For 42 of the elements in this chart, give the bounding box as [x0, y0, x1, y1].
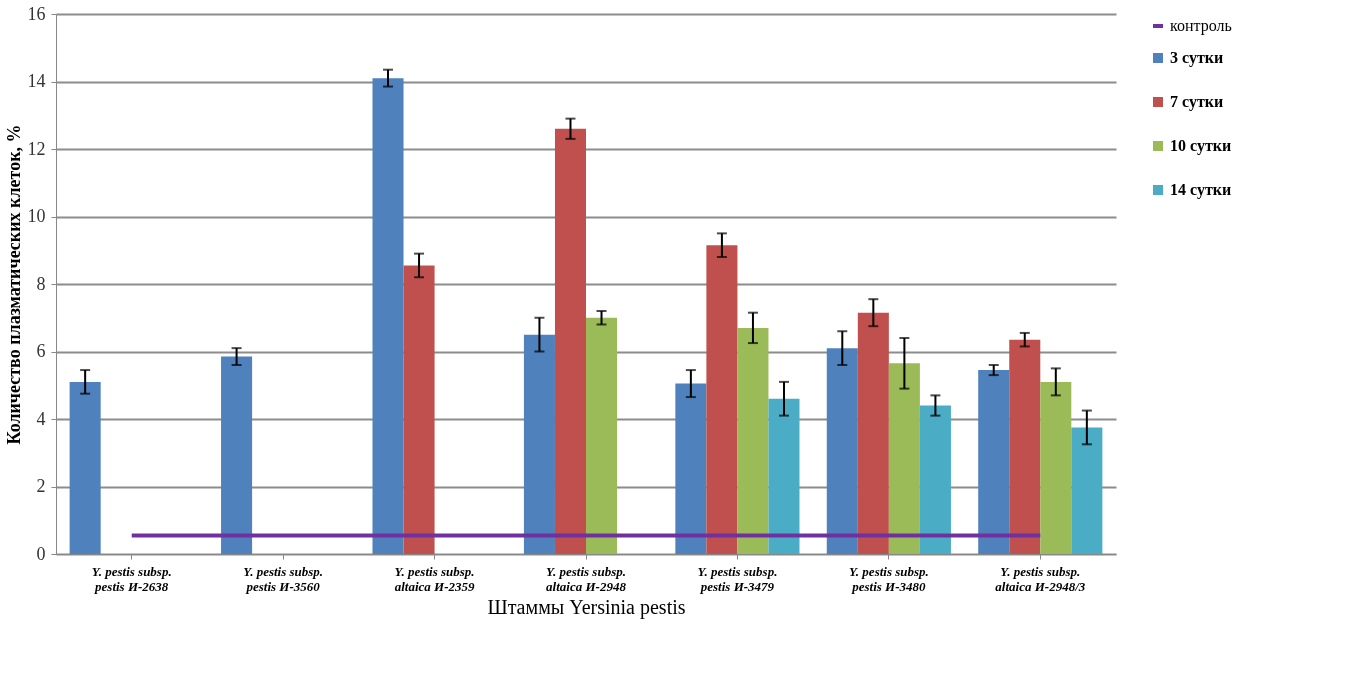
- bar: [523, 334, 555, 554]
- bar: [1040, 381, 1072, 554]
- bar: [403, 265, 435, 554]
- y-tick-label: 10: [27, 206, 46, 226]
- bar: [372, 78, 404, 554]
- y-axis-title: Количество плазматических клеток, %: [3, 124, 24, 445]
- bar: [919, 405, 951, 554]
- legend-label: 10 сутки: [1170, 137, 1232, 155]
- x-tick-label: Y. pestis subsp. pestis И-3560: [243, 563, 324, 594]
- bar: [586, 317, 618, 554]
- bar: [768, 398, 800, 554]
- x-axis-title: Штаммы Yersinia pestis: [487, 595, 686, 619]
- x-tick-label: Y. pestis subsp. altaica И-2359: [394, 563, 475, 594]
- bar: [888, 363, 920, 554]
- legend-label: контроль: [1170, 17, 1232, 35]
- legend-label: 14 сутки: [1170, 181, 1232, 199]
- y-tick-label: 0: [36, 543, 46, 564]
- bar: [737, 327, 769, 554]
- bar: [675, 383, 707, 554]
- bar: [706, 245, 738, 554]
- bar: [554, 128, 586, 554]
- y-tick-label: 6: [36, 341, 46, 361]
- bar: [978, 370, 1010, 554]
- y-tick-label: 16: [27, 3, 46, 24]
- y-tick-label: 14: [27, 71, 46, 91]
- y-tick-label: 2: [36, 476, 46, 496]
- y-tick-label: 4: [36, 408, 46, 429]
- legend-label: 3 сутки: [1170, 49, 1224, 67]
- x-tick-label: Y. pestis subsp. altaica И-2948: [546, 563, 627, 594]
- x-tick-label: Y. pestis subsp. pestis И-3479: [697, 563, 778, 594]
- x-tick-label: Y. pestis subsp. pestis И-3480: [848, 563, 929, 594]
- bar: [221, 356, 253, 554]
- legend-label: 7 сутки: [1170, 93, 1224, 111]
- bar: [1009, 339, 1041, 554]
- bar: [826, 348, 858, 554]
- bar: [1071, 427, 1103, 554]
- y-tick-label: 12: [27, 138, 46, 159]
- y-tick-label: 8: [36, 273, 46, 294]
- bar: [857, 312, 889, 554]
- x-tick-label: Y. pestis subsp. pestis И-2638: [91, 563, 172, 594]
- x-tick-label: Y. pestis subsp. altaica И-2948/3: [995, 563, 1086, 594]
- bar: [69, 381, 101, 554]
